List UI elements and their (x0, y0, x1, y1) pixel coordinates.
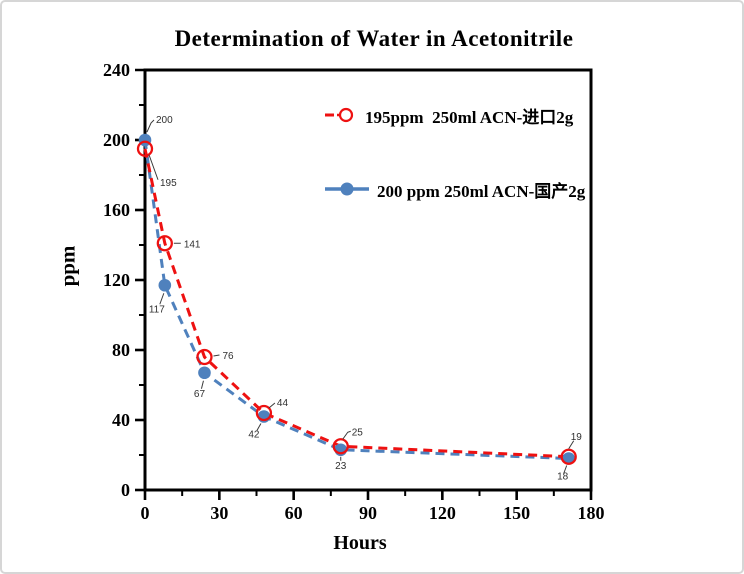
x-tick-label: 60 (285, 503, 303, 523)
data-label-leader-line (146, 119, 155, 133)
data-point-open-circle (332, 438, 349, 455)
x-tick-label: 180 (578, 503, 605, 523)
data-label-leader-line (563, 465, 568, 474)
red-open-circle-marker-icon (325, 107, 354, 123)
y-tick-label: 80 (112, 340, 130, 360)
data-point-label: 19 (571, 432, 583, 443)
data-point-open-circle (196, 348, 213, 366)
data-point-open-circle (255, 404, 273, 422)
data-point-open-circle (560, 448, 577, 465)
data-point-label: 76 (222, 351, 234, 362)
y-tick-label: 240 (103, 60, 130, 80)
chart-title: Determination of Water in Acetonitrile (174, 26, 574, 51)
data-point-filled-circle (158, 278, 172, 292)
series-line-1 (143, 139, 569, 460)
x-axis-title: Hours (333, 532, 387, 554)
data-point-label: 23 (335, 461, 347, 472)
x-tick-label: 30 (210, 503, 228, 523)
data-point-label: 25 (352, 427, 364, 438)
data-point-open-circle (156, 235, 173, 252)
x-tick-label: 90 (359, 503, 377, 523)
data-point-filled-circle (198, 366, 211, 380)
data-label-leader-line (268, 402, 276, 409)
y-tick-label: 0 (121, 480, 130, 500)
legend-item-imported: 195ppm 250ml ACN-进口2g (324, 103, 585, 127)
legend: 195ppm 250ml ACN-进口2g 200 ppm 250ml ACN-… (324, 103, 585, 251)
data-point-label: 141 (184, 239, 201, 250)
blue-filled-circle-marker-icon (325, 182, 369, 196)
data-label-leader-line (256, 423, 262, 431)
data-point-label: 44 (277, 398, 289, 409)
data-point-label: 42 (248, 430, 260, 441)
data-label-leader-line (159, 293, 165, 305)
series-line-0 (143, 148, 569, 459)
y-tick-label: 120 (103, 270, 130, 290)
y-tick-label: 200 (103, 130, 130, 150)
data-label-leader-line (200, 380, 204, 389)
x-tick-label: 150 (503, 503, 530, 523)
legend-label-imported: 195ppm 250ml ACN-进口2g (365, 107, 574, 127)
data-point-open-circle (136, 140, 154, 157)
y-tick-label: 40 (112, 410, 130, 430)
legend-item-domestic: 200 ppm 250ml ACN-国产2g (324, 177, 585, 201)
x-tick-label: 120 (429, 503, 456, 523)
data-label-leader-line (342, 430, 351, 440)
data-label-leader-line (568, 440, 575, 450)
data-point-label: 117 (149, 304, 165, 315)
data-point-filled-circle (562, 452, 575, 465)
data-label-leader-line (213, 354, 220, 357)
data-point-label: 67 (194, 389, 206, 400)
data-point-label: 18 (557, 472, 569, 483)
data-label-leader-line (148, 154, 159, 180)
x-tick-label: 0 (141, 503, 150, 523)
data-point-label: 195 (160, 178, 177, 189)
y-tick-label: 160 (103, 200, 130, 220)
data-point-label: 200 (156, 115, 173, 126)
legend-label-domestic: 200 ppm 250ml ACN-国产2g (377, 181, 586, 201)
